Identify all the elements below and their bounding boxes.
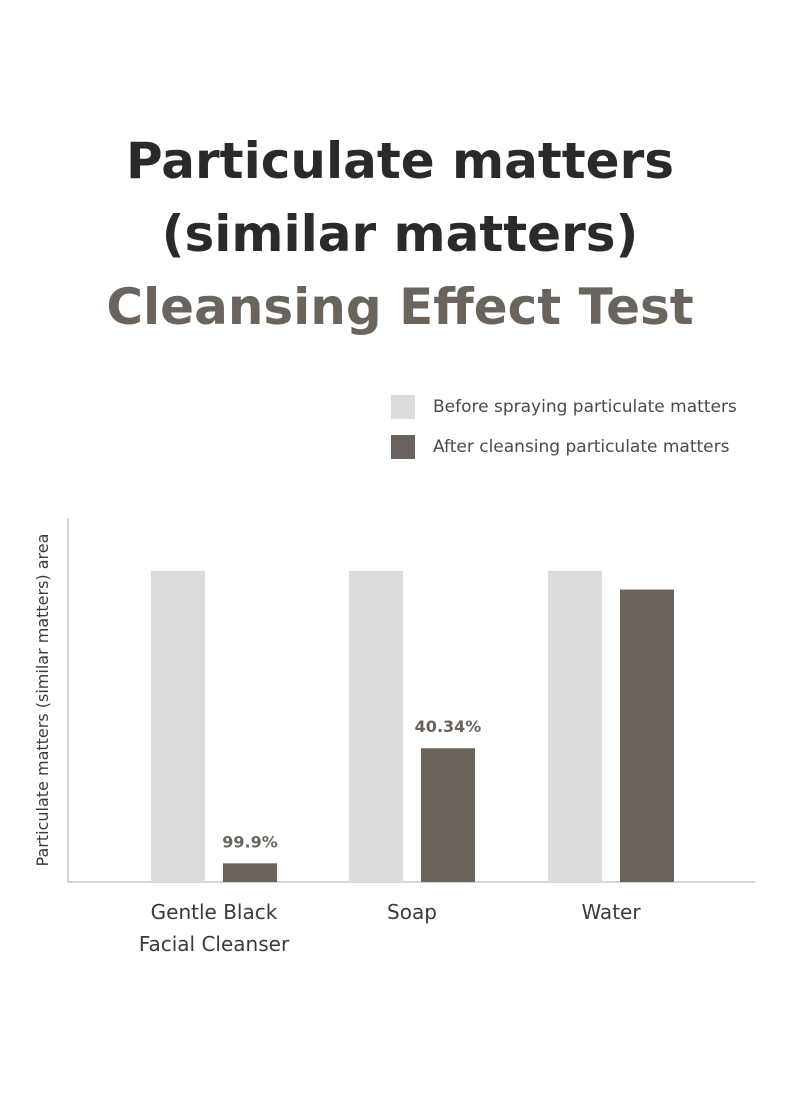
- y-axis-label: Particulate matters (similar matters) ar…: [33, 534, 52, 867]
- legend-item-before: Before spraying particulate matters: [391, 394, 737, 420]
- title-line-3: Cleansing Effect Test: [106, 278, 694, 336]
- legend-swatch-before: [391, 395, 415, 419]
- x-tick-label-1-0: Soap: [387, 900, 437, 924]
- x-tick-label-0-1: Facial Cleanser: [139, 932, 290, 956]
- legend-item-after: After cleansing particulate matters: [391, 434, 730, 460]
- bar-after-2: [620, 589, 674, 882]
- x-tick-label-0-0: Gentle Black: [151, 900, 278, 924]
- legend-label-after: After cleansing particulate matters: [433, 437, 730, 457]
- legend-swatch-after: [391, 435, 415, 459]
- data-label-1: 40.34%: [415, 717, 482, 736]
- title-line-1: Particulate matters: [125, 132, 675, 190]
- bar-before-1: [349, 570, 403, 882]
- data-label-0: 99.9%: [222, 832, 278, 851]
- bar-before-0: [151, 570, 205, 882]
- bar-after-1: [421, 748, 475, 882]
- legend-label-before: Before spraying particulate matters: [433, 397, 737, 417]
- bar-chart: Particulate matters (similar matters) ar…: [33, 518, 755, 956]
- x-tick-label-2-0: Water: [581, 900, 641, 924]
- bar-after-0: [223, 863, 277, 882]
- bar-before-2: [548, 570, 602, 882]
- title-line-2: (similar matters): [161, 205, 639, 263]
